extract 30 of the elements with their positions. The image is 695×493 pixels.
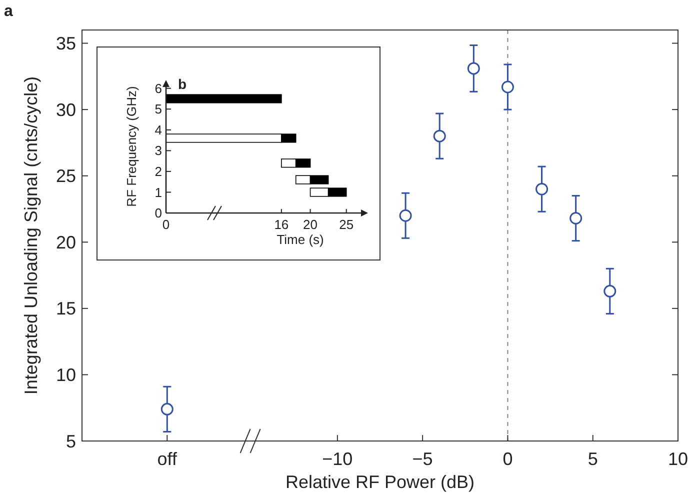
y-tick-label: 6: [154, 80, 162, 96]
y-tick-label: 5: [154, 102, 162, 117]
chart-title: a: [4, 3, 13, 20]
y-tick-label: 20: [56, 232, 76, 252]
x-tick-label: 25: [339, 217, 354, 232]
x-tick-label: 5: [588, 449, 598, 469]
y-tick-label: 10: [56, 365, 76, 386]
y-axis-title: Integrated Unloading Signal (cnts/cycle): [21, 76, 41, 395]
y-tick-label: 15: [56, 298, 76, 319]
bar: [166, 94, 282, 104]
y-tick-label: 2: [154, 164, 162, 179]
y-tick-label: 1: [154, 184, 162, 200]
y-tick-label: 5: [66, 431, 76, 452]
y-tick-label: 4: [154, 122, 162, 138]
y-tick-label: 25: [56, 166, 76, 186]
y-tick-label: 0: [154, 206, 162, 221]
x-tick-label: 0: [502, 449, 513, 469]
x-tick-label: 16: [274, 217, 289, 232]
x-axis-title: Time (s): [276, 232, 324, 247]
y-tick-label: 3: [154, 143, 162, 158]
x-axis-title: Relative RF Power (dB): [285, 472, 475, 492]
x-tick-label: −5: [412, 449, 433, 469]
x-tick-label: −10: [322, 449, 353, 469]
x-tick-label: 10: [668, 449, 688, 469]
x-tick-label: 20: [303, 217, 318, 232]
x-tick-label: off: [157, 449, 178, 469]
chart-title: b: [178, 76, 187, 92]
y-tick-label: 30: [56, 100, 76, 120]
y-axis-title: RF Frequency (GHz): [124, 86, 139, 207]
y-tick-label: 35: [56, 34, 76, 54]
